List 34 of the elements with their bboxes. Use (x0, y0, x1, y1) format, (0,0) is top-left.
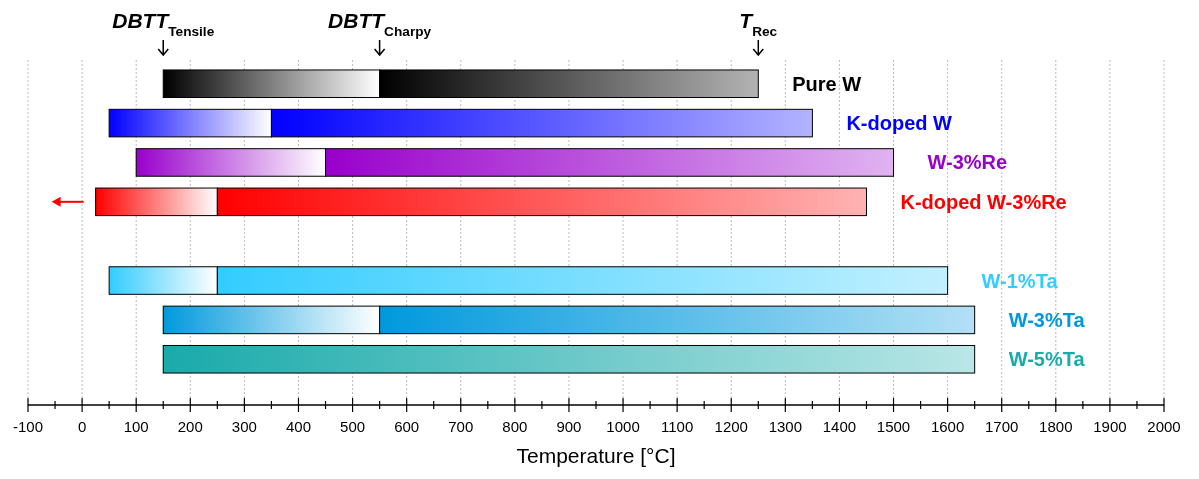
y-tick-label: W-3%Re (927, 151, 1008, 174)
y-tick-label: W-3%Ta (1008, 308, 1086, 331)
y-tick-label: W-1%Ta (981, 269, 1059, 292)
y-tick-label: K-doped W-3%Re (900, 190, 1067, 213)
y-tick-label: Pure W (792, 72, 862, 95)
x-tick-label: 400 (285, 418, 311, 435)
x-tick-label: 1100 (661, 418, 694, 435)
text: T$_{Rec}$ (739, 9, 778, 39)
x-tick-label: 300 (231, 418, 257, 435)
x-tick-label: 500 (340, 418, 366, 435)
x-tick-label: 1200 (714, 418, 748, 435)
x-tick-label: 1700 (985, 418, 1019, 435)
x-tick-label: 1500 (876, 418, 911, 435)
x-tick-label: 1600 (930, 418, 965, 435)
text: DBTT$_{Charpy}$ (328, 9, 432, 39)
x-tick-label: 600 (394, 418, 420, 435)
bar (162, 344, 976, 374)
x-tick-label: 1300 (768, 418, 803, 435)
y-tick-label: W-5%Ta (1008, 348, 1086, 371)
text: DBTT$_{Tensile}$ (112, 9, 215, 39)
x-axis-title: Temperature [°C] (516, 444, 676, 467)
x-tick-label: 0 (77, 418, 87, 435)
x-tick-label: 200 (177, 418, 203, 435)
x-tick-label: 900 (556, 418, 582, 435)
x-tick-label: 100 (123, 418, 149, 435)
x-tick-label: 2000 (1147, 418, 1181, 435)
x-tick-label: 1900 (1093, 418, 1127, 435)
x-tick-label: 1800 (1039, 418, 1073, 435)
x-tick-label: 800 (502, 418, 528, 435)
y-tick-label: K-doped W (846, 112, 953, 135)
x-tick-label: 700 (448, 418, 474, 435)
x-tick-label: -100 (12, 418, 44, 435)
x-tick-label: 1400 (822, 418, 857, 435)
x-tick-label: 1000 (606, 418, 640, 435)
